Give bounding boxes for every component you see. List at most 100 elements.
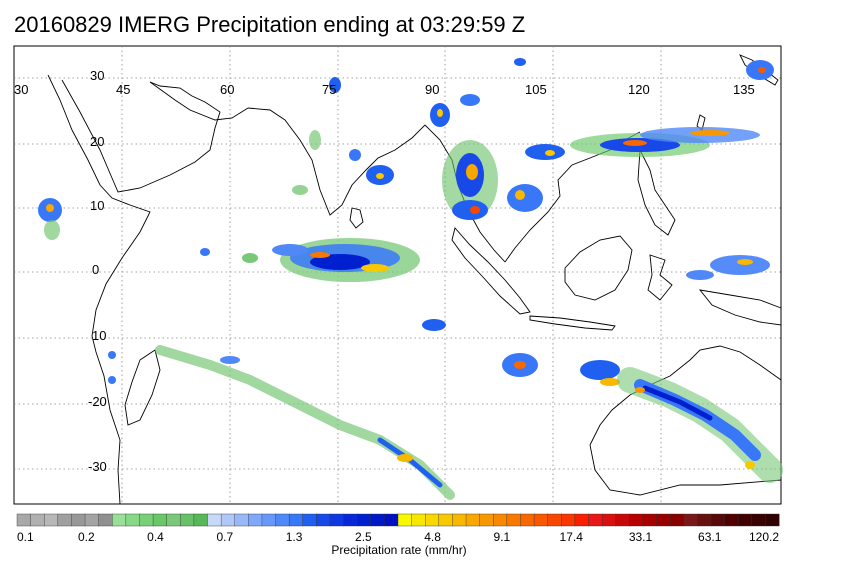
colorbar-swatch xyxy=(397,513,413,527)
colorbar-swatch xyxy=(207,513,222,527)
colorbar-swatch xyxy=(125,513,140,527)
colorbar-swatch xyxy=(44,513,59,527)
colorbar-swatch xyxy=(220,513,236,527)
colorbar-swatch xyxy=(588,513,603,527)
colorbar-swatch xyxy=(710,513,726,527)
colorbar-swatch xyxy=(152,513,168,527)
colorbar-tick-label: 33.1 xyxy=(629,530,653,544)
sri-lanka xyxy=(349,207,364,229)
colorbar-tick-label: 63.1 xyxy=(698,530,722,544)
lon-label-90: 90 xyxy=(425,82,439,97)
colorbar-tick-label: 0.1 xyxy=(17,530,34,544)
colorbar-swatch xyxy=(601,513,617,527)
colorbar-tick-label: 9.1 xyxy=(494,530,511,544)
lat-label-m30: -30 xyxy=(88,459,107,474)
colorbar-label: Precipitation rate (mm/hr) xyxy=(331,543,467,557)
colorbar-swatch xyxy=(465,513,481,527)
borneo xyxy=(564,235,633,301)
africa-east-coast xyxy=(47,74,151,505)
colorbar-swatch xyxy=(261,513,277,527)
colorbar-swatch xyxy=(139,513,154,527)
lon-label-75: 75 xyxy=(322,82,336,97)
colorbar-tick-label: 17.4 xyxy=(560,530,584,544)
colorbar-swatch xyxy=(669,513,685,527)
philippines xyxy=(637,148,676,236)
precipitation-field xyxy=(38,58,783,500)
colorbar-swatch xyxy=(356,513,372,527)
colorbar-swatch xyxy=(288,513,304,527)
java xyxy=(529,315,616,331)
lat-label-0: 0 xyxy=(92,262,99,277)
colorbar-swatch xyxy=(438,513,453,527)
colorbar-tick-label: 0.2 xyxy=(78,530,95,544)
colorbar-swatch xyxy=(98,513,113,527)
colorbar-swatch xyxy=(520,513,535,527)
colorbar-swatch xyxy=(180,513,195,527)
colorbar-swatch xyxy=(275,513,290,527)
colorbar-swatch xyxy=(316,513,331,527)
new-guinea xyxy=(698,289,782,326)
colorbar-tick-label: 120.2 xyxy=(749,530,779,544)
colorbar-tick-label: 0.7 xyxy=(216,530,233,544)
lat-label-10: 10 xyxy=(90,198,104,213)
australia-south xyxy=(589,444,782,496)
sumatra xyxy=(451,227,531,315)
latitude-labels: 30 20 10 0 10 -20 -30 xyxy=(88,68,107,474)
longitude-labels: 30 45 60 75 90 105 120 135 xyxy=(14,82,755,97)
colorbar-swatch xyxy=(329,513,345,527)
colorbar-swatch xyxy=(30,513,45,527)
colorbar-swatch xyxy=(615,513,630,527)
colorbar-swatch xyxy=(683,513,698,527)
colorbar-swatch xyxy=(479,513,494,527)
lat-label-30: 30 xyxy=(90,68,104,83)
lon-label-120: 120 xyxy=(628,82,650,97)
colorbar-swatch xyxy=(425,513,440,527)
colorbar-swatch xyxy=(384,513,399,527)
colorbar-swatch xyxy=(629,513,644,527)
colorbar-tick-labels: 0.1 0.2 0.4 0.7 1.3 2.5 4.8 9.1 17.4 33.1 63.1 120.… xyxy=(17,530,779,544)
colorbar-swatch xyxy=(370,513,385,527)
australia-coast xyxy=(589,345,782,446)
colorbar-swatch xyxy=(533,513,549,527)
colorbar-swatch xyxy=(71,513,86,527)
colorbar-swatch xyxy=(506,513,521,527)
colorbar-swatch xyxy=(574,513,590,527)
colorbar-swatch xyxy=(751,513,766,527)
colorbar-swatches xyxy=(16,513,780,527)
colorbar-tick-label: 0.4 xyxy=(147,530,164,544)
madagascar xyxy=(124,349,161,426)
lon-label-60: 60 xyxy=(220,82,234,97)
colorbar-swatch xyxy=(343,513,358,527)
lon-label-135: 135 xyxy=(733,82,755,97)
lon-label-30: 30 xyxy=(14,82,28,97)
india-coast xyxy=(247,107,426,216)
colorbar-tick-label: 2.5 xyxy=(355,530,372,544)
colorbar-swatch xyxy=(493,513,508,527)
colorbar-swatch xyxy=(547,513,562,527)
colorbar-swatch xyxy=(561,513,576,527)
colorbar-swatch xyxy=(411,513,426,527)
colorbar-swatch xyxy=(57,513,72,527)
persian-gulf-coast xyxy=(149,81,249,121)
colorbar-swatch xyxy=(234,513,249,527)
colorbar-swatch xyxy=(737,513,753,527)
colorbar-tick-label: 1.3 xyxy=(286,530,303,544)
lat-label-m10: 10 xyxy=(92,328,106,343)
lon-label-105: 105 xyxy=(525,82,547,97)
sulawesi xyxy=(647,254,673,301)
arabia-coast xyxy=(61,79,221,193)
lat-label-m20: -20 xyxy=(88,394,107,409)
colorbar-swatch xyxy=(16,513,32,527)
colorbar-swatch xyxy=(84,513,100,527)
colorbar-swatch xyxy=(248,513,263,527)
colorbar-swatch xyxy=(697,513,712,527)
colorbar-swatch xyxy=(656,513,671,527)
colorbar-swatch xyxy=(724,513,739,527)
colorbar-swatch xyxy=(166,513,181,527)
lon-label-45: 45 xyxy=(116,82,130,97)
colorbar-swatch xyxy=(112,513,127,527)
colorbar-tick-label: 4.8 xyxy=(424,530,441,544)
colorbar-swatch xyxy=(765,513,780,527)
